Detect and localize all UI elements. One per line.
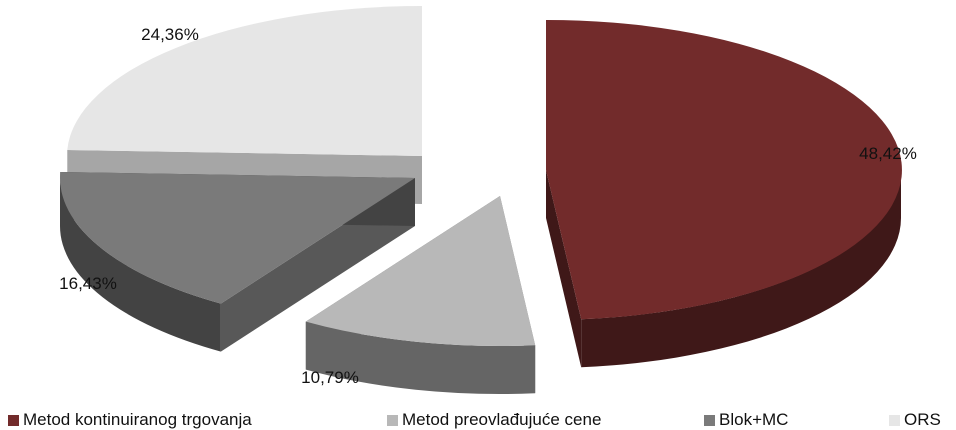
pie-slice-0	[546, 19, 902, 368]
pie-slice-1	[305, 196, 536, 394]
legend-label-1: Metod preovlađujuće cene	[402, 410, 602, 429]
legend-swatch-1	[387, 414, 398, 426]
slice-top-2	[60, 172, 416, 304]
pie-chart: 48,42% 10,79% 16,43% 24,36%	[59, 6, 917, 394]
legend-swatch-2	[704, 414, 715, 426]
slice-wall-0-1	[546, 170, 582, 368]
data-label-1: 10,79%	[301, 368, 359, 387]
legend-label-2: Blok+MC	[719, 410, 789, 429]
data-label-2: 16,43%	[59, 274, 117, 293]
slice-top-1	[305, 196, 536, 347]
pie-slice-2	[60, 171, 416, 352]
slice-top-0	[546, 19, 902, 320]
legend-item-3: ORS	[889, 410, 941, 430]
legend-label-0: Metod kontinuiranog trgovanja	[23, 410, 252, 429]
legend-swatch-0	[8, 414, 19, 426]
slice-top-3	[67, 6, 422, 156]
legend: Metod kontinuiranog trgovanja Metod preo…	[0, 408, 956, 430]
legend-item-2: Blok+MC	[704, 410, 788, 430]
legend-label-3: ORS	[904, 410, 941, 429]
slice-rim-2-0	[60, 178, 221, 352]
legend-swatch-3	[889, 414, 900, 426]
legend-item-0: Metod kontinuiranog trgovanja	[8, 410, 252, 430]
data-label-3: 24,36%	[141, 25, 199, 44]
slice-rim-0-0	[581, 170, 901, 368]
legend-item-1: Metod preovlađujuće cene	[387, 410, 601, 430]
slice-rim-1-0	[305, 321, 536, 394]
data-label-0: 48,42%	[859, 144, 917, 163]
